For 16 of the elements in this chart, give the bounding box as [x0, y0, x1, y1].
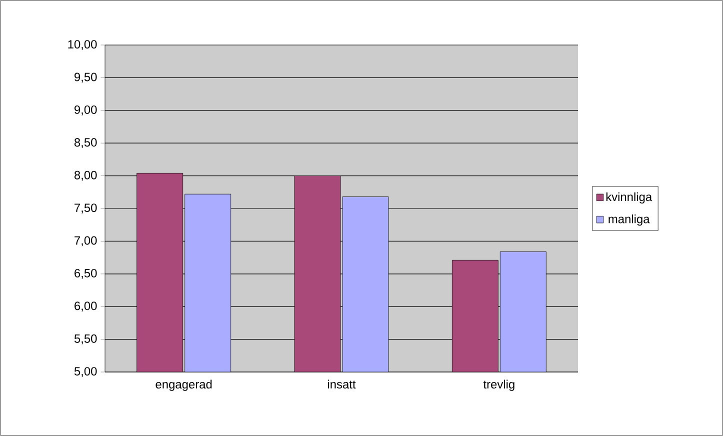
y-tick-label: 8,00 [74, 170, 97, 181]
y-tick-label: 5,50 [74, 334, 97, 344]
x-tick-label: insatt [328, 380, 356, 389]
x-tick-label: trevlig [483, 380, 514, 391]
x-tick-label: engagerad [156, 380, 212, 391]
y-tick-label: 8,50 [74, 138, 97, 148]
y-tick-label: 7,00 [74, 236, 97, 246]
y-tick-label: 9,50 [74, 72, 97, 83]
y-tick-label: 10,00 [68, 40, 97, 50]
legend-label: kvinnliga [606, 192, 652, 204]
y-tick-label: 5,00 [74, 367, 97, 377]
y-tick-label: 9,00 [74, 105, 97, 116]
y-tick-label: 6,00 [74, 302, 97, 312]
y-tick-label: 6,50 [74, 268, 97, 279]
legend-label: manliga [608, 214, 650, 226]
y-tick-label: 7,50 [74, 204, 97, 214]
